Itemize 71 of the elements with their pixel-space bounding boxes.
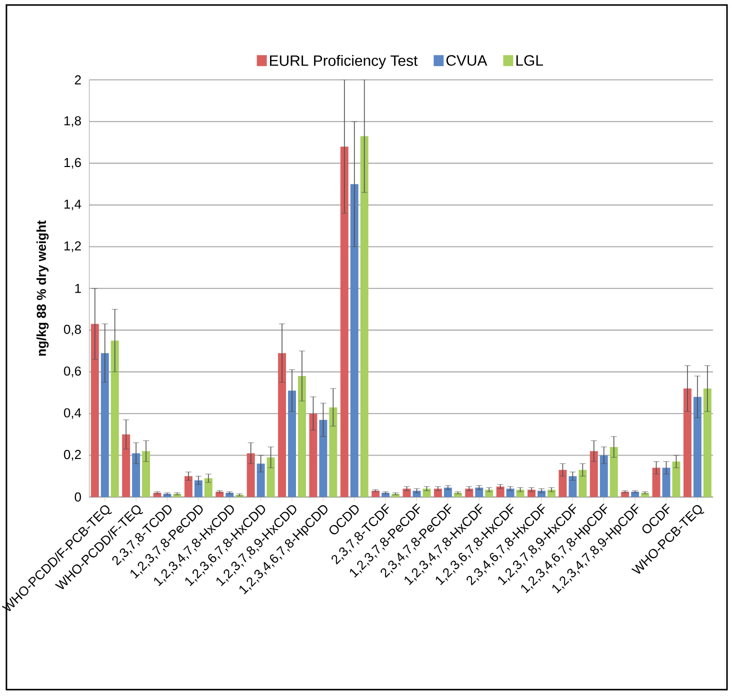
bar xyxy=(496,486,504,498)
y-tick-label: 1,2 xyxy=(64,242,81,252)
bar xyxy=(204,478,212,498)
y-tick-label: 1 xyxy=(75,284,81,294)
bar xyxy=(309,414,318,498)
bar xyxy=(372,490,380,498)
bar xyxy=(132,453,140,498)
y-tick-label: 0,2 xyxy=(64,450,81,461)
bar xyxy=(621,492,630,498)
bar xyxy=(288,390,296,498)
legend-label: CVUA xyxy=(446,55,488,66)
bar xyxy=(278,353,286,498)
bar xyxy=(547,490,556,498)
bar xyxy=(693,397,702,498)
bar xyxy=(590,451,598,498)
bar xyxy=(506,488,514,498)
bar xyxy=(662,468,670,498)
bar xyxy=(216,492,224,498)
y-tick-label: 0,4 xyxy=(64,408,82,420)
bar xyxy=(444,488,452,498)
bar xyxy=(329,408,338,498)
bar xyxy=(153,493,162,498)
bar xyxy=(652,468,660,498)
bar xyxy=(298,376,306,498)
bar xyxy=(434,488,442,498)
bar xyxy=(600,455,608,498)
bar xyxy=(382,493,390,498)
bar xyxy=(558,470,567,498)
bar xyxy=(528,490,536,498)
bar xyxy=(412,490,421,498)
bar xyxy=(319,420,328,498)
bar xyxy=(683,388,692,498)
bar xyxy=(266,458,275,498)
legend-label: EURL Proficiency Test xyxy=(270,55,418,70)
legend-label: LGL xyxy=(516,55,543,66)
bar xyxy=(422,488,431,498)
bar xyxy=(360,136,368,498)
y-tick-label: 1,8 xyxy=(64,116,81,128)
bar xyxy=(110,340,119,498)
bar xyxy=(350,184,358,498)
bar xyxy=(402,488,411,498)
bar xyxy=(485,490,494,498)
bar xyxy=(672,462,680,498)
bar xyxy=(340,146,348,498)
bar xyxy=(465,488,474,498)
y-tick-label: 1,6 xyxy=(64,158,81,169)
bar xyxy=(226,493,234,498)
y-tick-label: 2 xyxy=(74,75,81,85)
bar xyxy=(631,492,640,498)
bar xyxy=(641,493,650,498)
bar xyxy=(703,388,712,498)
bar xyxy=(610,447,618,498)
bar xyxy=(90,324,99,498)
bar xyxy=(100,353,109,498)
bar xyxy=(538,490,546,498)
y-axis-title: ng/kg 88 % dry weight xyxy=(36,220,49,356)
bar xyxy=(578,470,587,498)
bar xyxy=(246,453,255,498)
bar xyxy=(256,464,265,498)
bar xyxy=(122,434,130,498)
y-tick-label: 0,8 xyxy=(64,324,81,336)
bar xyxy=(142,451,150,498)
bar xyxy=(568,476,577,498)
bar xyxy=(516,490,524,498)
y-tick-label: 1,4 xyxy=(64,200,82,210)
bar xyxy=(454,493,462,498)
bar xyxy=(475,488,484,498)
y-tick-label: 0,6 xyxy=(64,366,81,378)
bar xyxy=(194,480,202,498)
bar xyxy=(184,476,192,498)
y-tick-label: 0 xyxy=(74,492,81,502)
